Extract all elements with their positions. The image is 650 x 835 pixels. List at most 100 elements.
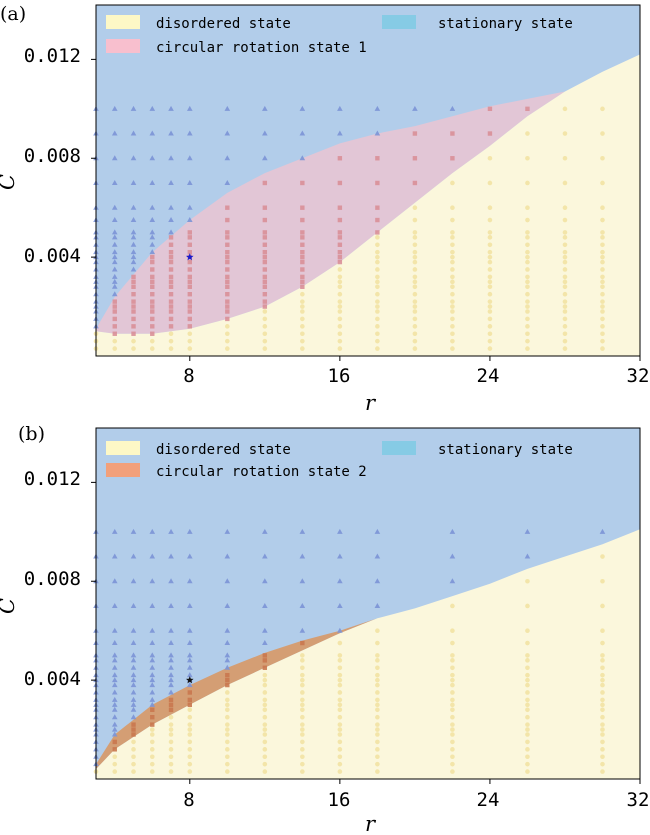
sample-point-disordered xyxy=(187,722,193,727)
sample-point-disordered xyxy=(375,299,380,304)
sample-point-disordered xyxy=(262,338,268,344)
sample-point-disordered xyxy=(525,259,530,265)
legend-a-label-rotation: circular rotation state 1 xyxy=(156,40,367,56)
sample-point-disordered xyxy=(562,299,568,304)
sample-point-disordered xyxy=(600,702,605,708)
sample-point-disordered xyxy=(562,284,568,290)
sample-point-disordered xyxy=(375,722,380,727)
sample-point-disordered xyxy=(337,653,343,658)
sample-point-disordered xyxy=(225,761,230,767)
sample-point-rotation xyxy=(262,230,268,235)
sample-point-disordered xyxy=(525,155,530,161)
sample-point-rotation xyxy=(187,316,192,322)
sample-point-stationary xyxy=(111,602,118,608)
sample-point-disordered xyxy=(262,672,268,678)
sample-point-rotation xyxy=(412,131,418,136)
sample-point-rotation xyxy=(168,254,174,260)
sample-point-disordered xyxy=(562,131,568,136)
sample-point-rotation xyxy=(225,254,230,260)
sample-point-rotation xyxy=(187,259,192,265)
sample-point-stationary xyxy=(130,234,137,240)
sample-point-disordered xyxy=(525,658,530,663)
sample-point-disordered xyxy=(337,291,343,297)
panel-a-xtick-8: 8 xyxy=(183,365,194,387)
sample-point-rotation xyxy=(131,309,136,314)
sample-point-disordered xyxy=(450,338,455,344)
sample-point-disordered xyxy=(525,682,530,688)
sample-point-disordered xyxy=(375,279,380,285)
sample-point-disordered xyxy=(337,324,343,329)
sample-point-disordered xyxy=(450,665,455,671)
sample-point-stationary xyxy=(337,105,343,111)
sample-point-stationary xyxy=(130,602,137,608)
sample-point-rotation xyxy=(225,672,230,678)
sample-point-stationary xyxy=(374,602,381,608)
sample-point-disordered xyxy=(337,677,343,683)
sample-point-disordered xyxy=(300,309,305,314)
sample-point-disordered xyxy=(525,346,530,351)
sample-point-disordered xyxy=(300,739,305,745)
sample-point-disordered xyxy=(600,259,605,265)
sample-point-disordered xyxy=(337,672,343,678)
sample-point-disordered xyxy=(168,338,174,344)
sample-point-disordered xyxy=(262,739,268,745)
panel-b-xtick-16: 16 xyxy=(328,789,351,811)
sample-point-disordered xyxy=(600,316,605,322)
panel-a-region-disordered xyxy=(96,54,640,357)
sample-point-disordered xyxy=(525,690,530,695)
sample-point-stationary xyxy=(149,640,156,646)
sample-point-disordered xyxy=(600,672,605,678)
panel-a-xtick-32: 32 xyxy=(627,365,650,387)
sample-point-stationary xyxy=(224,179,231,185)
sample-point-rotation xyxy=(225,274,230,280)
sample-point-stationary xyxy=(337,578,343,584)
sample-point-disordered xyxy=(412,242,418,248)
sample-point-stationary xyxy=(449,553,456,559)
sample-point-stationary xyxy=(224,627,231,633)
sample-point-disordered xyxy=(149,761,155,767)
sample-point-rotation xyxy=(112,747,117,752)
sample-point-disordered xyxy=(262,697,268,703)
sample-point-disordered xyxy=(375,739,380,745)
sample-point-stationary xyxy=(149,241,156,247)
sample-point-rotation xyxy=(300,180,305,186)
sample-point-stationary xyxy=(524,553,531,559)
sample-point-disordered xyxy=(450,309,455,314)
panel-b-xtick-8: 8 xyxy=(183,789,194,811)
sample-point-disordered xyxy=(375,769,380,774)
sample-point-stationary xyxy=(130,105,137,111)
sample-point-rotation xyxy=(300,235,305,240)
sample-point-stationary xyxy=(111,721,118,727)
sample-point-stationary xyxy=(299,528,306,534)
sample-point-rotation xyxy=(150,254,155,260)
sample-point-rotation xyxy=(225,259,230,265)
sample-point-disordered xyxy=(375,324,380,329)
sample-point-stationary xyxy=(224,640,231,646)
sample-point-rotation xyxy=(168,242,174,247)
sample-point-disordered xyxy=(412,267,418,272)
sample-point-stationary xyxy=(186,682,193,688)
sample-point-stationary xyxy=(186,179,193,185)
sample-point-disordered xyxy=(487,217,493,223)
sample-point-stationary xyxy=(130,714,137,720)
sample-point-stationary xyxy=(111,664,118,670)
sample-point-disordered xyxy=(375,338,380,344)
panel-b-ytick-0.008: 0.008 xyxy=(24,568,81,590)
sample-point-stationary xyxy=(168,130,174,136)
sample-point-disordered xyxy=(487,180,493,186)
sample-point-stationary xyxy=(149,602,156,608)
sample-point-stationary xyxy=(186,640,193,646)
sample-point-disordered xyxy=(562,249,568,255)
sample-point-disordered xyxy=(487,205,493,210)
sample-point-stationary xyxy=(262,602,268,608)
sample-point-stationary xyxy=(111,657,118,663)
sample-point-rotation xyxy=(187,230,192,235)
sample-point-stationary xyxy=(111,640,118,646)
sample-point-disordered xyxy=(412,274,418,280)
sample-point-disordered xyxy=(300,714,305,720)
sample-point-disordered xyxy=(525,739,530,745)
sample-point-disordered xyxy=(487,324,493,329)
sample-point-rotation xyxy=(131,304,136,309)
sample-point-disordered xyxy=(450,279,455,285)
sample-point-disordered xyxy=(525,707,530,713)
